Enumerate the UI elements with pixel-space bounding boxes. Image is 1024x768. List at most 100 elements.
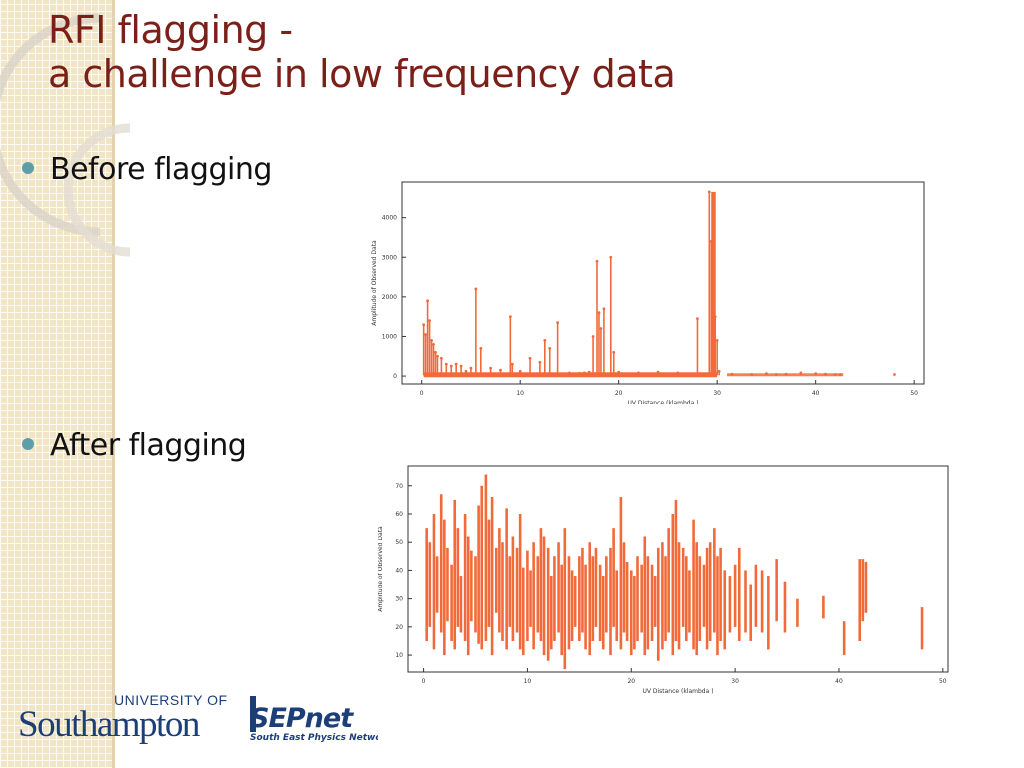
data-point	[499, 368, 502, 372]
y-tick-label: 3000	[382, 254, 397, 261]
bullet-dot-icon	[22, 437, 34, 450]
data-point	[824, 372, 827, 376]
chart-after-flagging: 0 10 20 30 40 50 10 20 30 40 50 60 70 UV Distance (kl…	[378, 460, 958, 696]
data-point	[568, 371, 571, 375]
data-point	[439, 356, 443, 360]
data-point	[617, 370, 621, 374]
x-tick-label: 30	[731, 678, 739, 685]
x-tick-label: 10	[516, 390, 524, 397]
data-point	[591, 335, 595, 338]
data-point	[833, 373, 837, 376]
y-tick-label: 0	[393, 373, 397, 380]
x-axis-label: UV Distance (klambda )	[627, 400, 698, 404]
data-point	[422, 323, 426, 326]
data-point	[548, 346, 552, 350]
data-point	[469, 366, 473, 370]
data-point	[436, 354, 439, 358]
plot-frame	[401, 181, 925, 385]
data-point	[774, 373, 778, 376]
data-point	[676, 371, 680, 375]
baseline-band	[423, 372, 718, 378]
x-tick-label: 40	[835, 678, 843, 685]
slide-title: RFI flagging - a challenge in low freque…	[48, 8, 676, 96]
data-point	[587, 370, 591, 374]
data-point	[449, 364, 453, 368]
data-point	[582, 371, 586, 375]
data-point	[430, 339, 433, 342]
data-point	[424, 333, 428, 336]
x-tick-label: 30	[713, 390, 721, 397]
university-of-southampton-logo: UNIVERSITY OF Southampton	[18, 692, 228, 745]
y-axis-label: Amplitude of Observed Data	[378, 526, 384, 612]
data-point	[699, 372, 702, 376]
slide-title-line1: RFI flagging -	[48, 8, 293, 52]
data-point	[454, 362, 458, 366]
data-point	[543, 339, 547, 342]
x-tick-label: 0	[420, 390, 424, 397]
data-point	[432, 342, 435, 346]
data-point	[609, 255, 613, 259]
logos: UNIVERSITY OF Southampton SEPnet South E…	[18, 692, 378, 745]
sepnet-subtitle: South East Physics Network	[250, 733, 378, 743]
data-point	[784, 372, 788, 376]
bullet-after-text: After flagging	[50, 428, 247, 463]
decorative-rings	[0, 13, 131, 257]
data-point	[707, 190, 711, 194]
data-point	[717, 369, 721, 373]
sidebar-edge	[112, 0, 115, 768]
data-point	[464, 369, 468, 373]
y-tick-label: 4000	[382, 215, 397, 222]
bullet-before-text: Before flagging	[50, 152, 272, 187]
data-point	[489, 366, 493, 370]
sepnet-label: SEPnet	[250, 703, 354, 734]
data-point	[434, 350, 437, 354]
x-tick-label: 50	[910, 390, 918, 397]
y-tick-label: 10	[395, 652, 403, 659]
slide-title-line2: a challenge in low frequency data	[48, 52, 676, 96]
data-point	[656, 370, 660, 374]
data-point	[636, 371, 640, 375]
data-point	[612, 350, 616, 354]
data-point	[556, 321, 560, 325]
data-point	[838, 373, 842, 376]
x-tick-label: 20	[615, 390, 623, 397]
sepnet-logo: SEPnet South East Physics Network	[250, 696, 378, 743]
x-tick-label: 50	[939, 678, 947, 685]
y-tick-label: 1000	[382, 333, 397, 340]
data-point	[510, 362, 514, 366]
y-tick-label: 50	[395, 539, 403, 546]
decorative-sidebar-pattern	[0, 0, 112, 768]
data-point	[765, 372, 768, 376]
y-axis-label: Amplitude of Observed Data	[371, 240, 378, 326]
data-point	[479, 346, 483, 350]
data-point	[444, 362, 448, 366]
data-point	[715, 339, 719, 342]
data-point	[426, 299, 430, 303]
data-point	[599, 327, 603, 330]
y-tick-label: 70	[395, 483, 403, 490]
data-point	[814, 372, 818, 376]
x-tick-label: 0	[422, 678, 426, 685]
x-axis-label: UV Distance (klambda )	[642, 688, 713, 695]
data-point	[459, 364, 463, 368]
data-point	[597, 311, 601, 315]
x-tick-label: 40	[812, 390, 820, 397]
data-point	[428, 319, 431, 323]
bullet-dot-icon	[22, 161, 34, 174]
southampton-label: Southampton	[18, 704, 200, 745]
x-tick-label: 10	[524, 678, 532, 685]
data-point	[799, 371, 803, 375]
bullet-before: Before flagging	[22, 152, 272, 187]
data-point	[730, 372, 734, 376]
y-tick-label: 2000	[382, 294, 397, 301]
university-of-label: UNIVERSITY OF	[114, 692, 228, 708]
data-point	[508, 315, 512, 319]
y-tick-label: 30	[395, 596, 403, 603]
data-point	[577, 371, 581, 375]
x-tick-label: 20	[627, 678, 635, 685]
data-point	[538, 360, 542, 364]
data-point	[518, 369, 522, 373]
data-spike-band	[711, 191, 716, 376]
data-point	[696, 317, 699, 321]
data-point	[893, 373, 896, 376]
